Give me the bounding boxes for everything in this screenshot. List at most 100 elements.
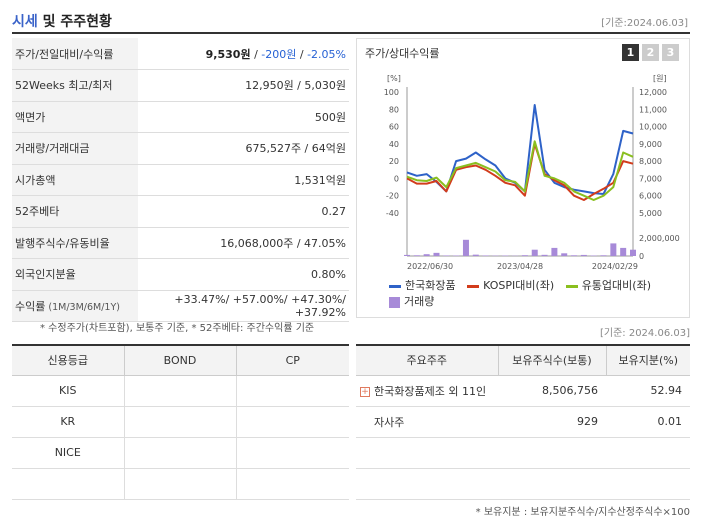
holders-header-shares: 보유주식수(보통) [498, 345, 607, 376]
holder-name [356, 437, 498, 469]
chart-tab-1[interactable]: 1 [622, 44, 639, 61]
holder-pct [606, 437, 690, 469]
y-tick-label-left: 40 [389, 140, 399, 149]
holder-shares: 929 [498, 406, 606, 438]
info-row-beta: 52주베타 0.27 [12, 195, 349, 228]
holder-name: + 한국화장품제조 외 11인 [356, 375, 498, 407]
y-tick-label-left: -20 [386, 192, 399, 201]
legend-item-kospi: KOSPI대비(좌) [467, 278, 554, 294]
info-value: 1,531억원 [138, 164, 349, 196]
info-key: 액면가 [12, 101, 138, 133]
info-value: 0.80% [138, 258, 349, 291]
info-value: 12,950원 / 5,030원 [138, 69, 349, 102]
right-axis-unit: [원] [653, 74, 667, 83]
y-tick-label-left: 0 [394, 174, 399, 183]
volume-bar [630, 249, 636, 256]
volume-bar [443, 255, 450, 256]
info-row-foreign: 외국인지분율 0.80% [12, 258, 349, 291]
separator: / [296, 47, 308, 61]
separator: / [250, 47, 262, 61]
y-tick-label-right: 8,000 [639, 157, 662, 166]
volume-bar [413, 255, 420, 256]
credit-cp [236, 406, 349, 438]
x-tick-label: 2023/04/28 [497, 262, 543, 271]
base-date-mid: [기준: 2024.06.03] [599, 328, 690, 339]
legend-swatch-green [565, 284, 578, 288]
credit-cp [236, 375, 349, 407]
holder-name [356, 468, 498, 500]
holder-name-text: 한국화장품제조 외 11인 [374, 384, 487, 398]
info-key: 외국인지분율 [12, 258, 138, 291]
price-rate: -2.05% [307, 47, 346, 61]
volume-bar [423, 254, 430, 256]
credit-header-cp: CP [236, 345, 349, 376]
volume-bar [531, 249, 538, 256]
info-row-52weeks: 52Weeks 최고/최저 12,950원 / 5,030원 [12, 69, 349, 102]
y-tick-label-right: 5,000 [639, 209, 662, 218]
chart-tab-2[interactable]: 2 [642, 44, 659, 61]
volume-tick-label: 0 [639, 252, 644, 261]
info-row-par-value: 액면가 500원 [12, 101, 349, 133]
series-line [406, 142, 634, 201]
holder-pct: 52.94 [606, 375, 690, 407]
credit-bond [124, 437, 237, 469]
returns-periods: (1M/3M/6M/1Y) [45, 301, 120, 313]
expand-plus-icon[interactable]: + [360, 386, 370, 397]
volume-bar [521, 255, 528, 256]
legend-label: 거래량 [404, 295, 435, 308]
info-value: 500원 [138, 101, 349, 133]
credit-agency: NICE [12, 437, 125, 469]
credit-cp [236, 437, 349, 469]
volume-bar [462, 239, 469, 256]
price-chart: [%] [원] 100 80 60 40 20 0 -20 -40 12,000 11,000 10,0… [384, 74, 680, 271]
volume-bar [580, 254, 587, 256]
volume-bar [551, 247, 558, 256]
base-date-top: [기준:2024.06.03] [601, 18, 688, 29]
info-row-market-cap: 시가총액 1,531억원 [12, 164, 349, 196]
table-row: NICE [12, 437, 349, 469]
series-line [406, 140, 634, 201]
y-tick-label-left: 60 [389, 123, 399, 132]
legend-label: 한국화장품 [405, 279, 456, 292]
info-key: 주가/전일대비/수익률 [12, 38, 138, 70]
major-shareholders-table: 주요주주 보유주식수(보통) 보유지분(%) + 한국화장품제조 외 11인 8,… [356, 344, 690, 500]
title-accent: 시세 [12, 14, 38, 30]
credit-bond [124, 468, 237, 500]
chart-tab-3[interactable]: 3 [662, 44, 679, 61]
price-info-table: 주가/전일대비/수익률 9,530원 / -200원 / -2.05% 52We… [12, 38, 349, 322]
table-row: KIS [12, 375, 349, 407]
y-tick-label-left: 80 [389, 105, 399, 114]
info-value: 675,527주 / 64억원 [138, 132, 349, 165]
price-change: -200원 [261, 47, 297, 61]
info-key: 발행주식수/유동비율 [12, 227, 138, 259]
credit-agency: KR [12, 406, 125, 438]
table-row: KR [12, 406, 349, 438]
y-tick-label-right: 7,000 [639, 174, 662, 183]
info-key: 52주베타 [12, 195, 138, 228]
y-tick-label-right: 6,000 [639, 192, 662, 201]
returns-label: 수익률 [15, 299, 46, 313]
credit-rating-table: 신용등급 BOND CP KIS KR NICE [12, 344, 349, 500]
credit-bond [124, 375, 237, 407]
legend-label: KOSPI대비(좌) [483, 279, 555, 292]
info-key: 거래량/거래대금 [12, 132, 138, 165]
info-value: 0.27 [138, 195, 349, 228]
volume-bar [404, 254, 410, 256]
info-value: 9,530원 / -200원 / -2.05% [138, 38, 349, 70]
volume-bar [482, 255, 489, 256]
y-tick-label-left: -40 [386, 209, 399, 218]
credit-agency: KIS [12, 375, 125, 407]
holder-pct: 0.01 [606, 406, 690, 438]
chart-title: 주가/상대수익률 [365, 47, 440, 60]
y-tick-label-right: 11,000 [639, 105, 667, 114]
volume-bar [561, 253, 568, 256]
volume-bar [600, 255, 607, 256]
info-row-price: 주가/전일대비/수익률 9,530원 / -200원 / -2.05% [12, 38, 349, 70]
volume-bar [433, 252, 440, 256]
holders-header-row: 주요주주 보유주식수(보통) 보유지분(%) [356, 345, 690, 376]
y-tick-label-left: 100 [384, 88, 399, 97]
section-header: 시세 및 주주현황 [기준:2024.06.03] [12, 8, 690, 34]
table-row: + 한국화장품제조 외 11인 8,506,756 52.94 [356, 375, 690, 407]
info-key: 수익률 (1M/3M/6M/1Y) [12, 290, 138, 322]
